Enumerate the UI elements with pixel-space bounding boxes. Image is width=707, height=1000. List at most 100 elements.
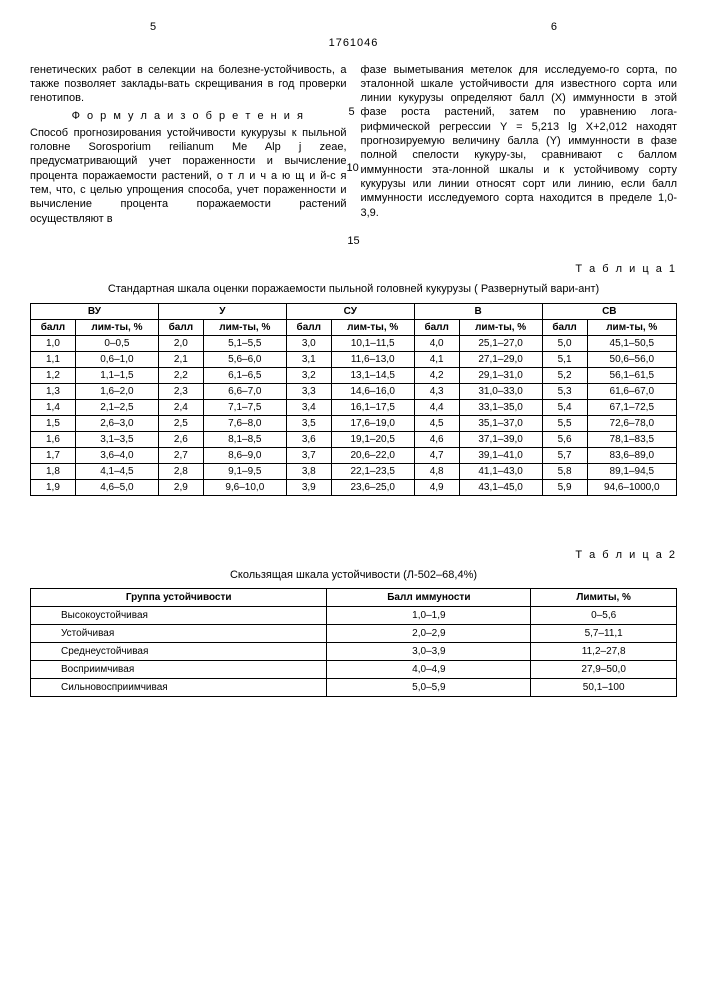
table-cell: 4,3 [414, 383, 459, 399]
table-cell: 6,6–7,0 [203, 383, 286, 399]
table-cell: 3,6 [286, 431, 331, 447]
table-cell: 1,9 [31, 479, 76, 495]
table-cell: 2,2 [158, 367, 203, 383]
table-cell: 5,1–5,5 [203, 335, 286, 351]
table-cell: 1,5 [31, 415, 76, 431]
table1-sub-header: лим-ты, % [459, 319, 542, 335]
table-cell: 0–0,5 [75, 335, 158, 351]
table-cell: 83,6–89,0 [587, 447, 676, 463]
table1-group-header: У [158, 303, 286, 319]
table-cell: 2,6–3,0 [75, 415, 158, 431]
table-cell: 3,5 [286, 415, 331, 431]
table-cell: 2,1–2,5 [75, 399, 158, 415]
table-cell: 1,4 [31, 399, 76, 415]
table-cell: 4,7 [414, 447, 459, 463]
table-cell: 2,9 [158, 479, 203, 495]
margin-num-5: 5 [349, 105, 355, 119]
table-cell: 5,6–6,0 [203, 351, 286, 367]
table-cell: 4,4 [414, 399, 459, 415]
table-row: Среднеустойчивая3,0–3,911,2–27,8 [31, 643, 677, 661]
table-row: 1,00–0,52,05,1–5,53,010,1–11,54,025,1–27… [31, 335, 677, 351]
table1-sub-header: лим-ты, % [203, 319, 286, 335]
table-cell: 4,1–4,5 [75, 463, 158, 479]
table-cell: 11,2–27,8 [531, 643, 677, 661]
table1-sub-header: балл [286, 319, 331, 335]
table-row: Устойчивая2,0–2,95,7–11,1 [31, 625, 677, 643]
table-row: 1,31,6–2,02,36,6–7,03,314,6–16,04,331,0–… [31, 383, 677, 399]
table-cell: 3,9 [286, 479, 331, 495]
mid-number: 15 [30, 234, 677, 248]
page-right: 6 [551, 20, 557, 34]
table-cell: 10,1–11,5 [331, 335, 414, 351]
table-cell: 3,7 [286, 447, 331, 463]
table-cell: 5,6 [542, 431, 587, 447]
table-row: Сильновосприимчивая5,0–5,950,1–100 [31, 679, 677, 697]
table-cell: 3,8 [286, 463, 331, 479]
table-cell: 3,1 [286, 351, 331, 367]
para-1: генетических работ в селекции на болезне… [30, 63, 347, 106]
table-cell: 50,1–100 [531, 679, 677, 697]
para-right: фазе выметывания метелок для исследуемо-… [361, 63, 678, 220]
table-cell: 5,7 [542, 447, 587, 463]
table-cell: 4,6 [414, 431, 459, 447]
table-cell: 5,4 [542, 399, 587, 415]
table-cell: 7,6–8,0 [203, 415, 286, 431]
table-cell: 29,1–31,0 [459, 367, 542, 383]
table-1: ВУУСУВСВ балллим-ты, %балллим-ты, %баллл… [30, 303, 677, 496]
table-cell: 7,1–7,5 [203, 399, 286, 415]
table-cell: 2,3 [158, 383, 203, 399]
table-row: 1,94,6–5,02,99,6–10,03,923,6–25,04,943,1… [31, 479, 677, 495]
table-cell: 1,3 [31, 383, 76, 399]
table-cell: 45,1–50,5 [587, 335, 676, 351]
table-cell: 8,6–9,0 [203, 447, 286, 463]
table-cell: Высокоустойчивая [31, 607, 327, 625]
table-2: Группа устойчивостиБалл иммуностиЛимиты,… [30, 588, 677, 697]
table-cell: 6,1–6,5 [203, 367, 286, 383]
table1-sub-header: лим-ты, % [331, 319, 414, 335]
table-cell: 3,2 [286, 367, 331, 383]
table-cell: 4,8 [414, 463, 459, 479]
document-number: 1761046 [30, 36, 677, 50]
table-cell: 4,9 [414, 479, 459, 495]
table-cell: 2,8 [158, 463, 203, 479]
table-cell: Сильновосприимчивая [31, 679, 327, 697]
table-cell: 5,5 [542, 415, 587, 431]
table-cell: 4,0–4,9 [327, 661, 531, 679]
table-cell: 67,1–72,5 [587, 399, 676, 415]
right-column: 5 10 фазе выметывания метелок для исслед… [361, 63, 678, 226]
table2-body: Высокоустойчивая1,0–1,90–5,6Устойчивая2,… [31, 607, 677, 697]
table-cell: 22,1–23,5 [331, 463, 414, 479]
table-cell: 1,0–1,9 [327, 607, 531, 625]
para-2: Способ прогнозирования устойчивости куку… [30, 126, 347, 226]
table-row: Восприимчивая4,0–4,927,9–50,0 [31, 661, 677, 679]
table-cell: 13,1–14,5 [331, 367, 414, 383]
table-cell: 23,6–25,0 [331, 479, 414, 495]
table-cell: 5,2 [542, 367, 587, 383]
text-columns: генетических работ в селекции на болезне… [30, 63, 677, 226]
table-cell: 2,4 [158, 399, 203, 415]
table-cell: 1,0 [31, 335, 76, 351]
table-cell: 89,1–94,5 [587, 463, 676, 479]
table-cell: 1,8 [31, 463, 76, 479]
table-cell: 35,1–37,0 [459, 415, 542, 431]
table-cell: 27,1–29,0 [459, 351, 542, 367]
table-cell: 5,3 [542, 383, 587, 399]
table-cell: 14,6–16,0 [331, 383, 414, 399]
table-cell: 2,6 [158, 431, 203, 447]
table-cell: 3,1–3,5 [75, 431, 158, 447]
table1-caption: Стандартная шкала оценки поражаемости пы… [30, 282, 677, 296]
table2-header: Лимиты, % [531, 589, 677, 607]
table-cell: 3,0 [286, 335, 331, 351]
page-numbers: 5 6 [30, 20, 677, 34]
table-cell: 31,0–33,0 [459, 383, 542, 399]
table-cell: 5,9 [542, 479, 587, 495]
table-row: 1,10,6–1,02,15,6–6,03,111,6–13,04,127,1–… [31, 351, 677, 367]
table1-group-header: СВ [542, 303, 676, 319]
table-cell: 1,1 [31, 351, 76, 367]
table-cell: 61,6–67,0 [587, 383, 676, 399]
table-cell: 19,1–20,5 [331, 431, 414, 447]
table1-sub-header: балл [542, 319, 587, 335]
page-left: 5 [150, 20, 156, 34]
table-cell: 8,1–8,5 [203, 431, 286, 447]
table-cell: 1,7 [31, 447, 76, 463]
